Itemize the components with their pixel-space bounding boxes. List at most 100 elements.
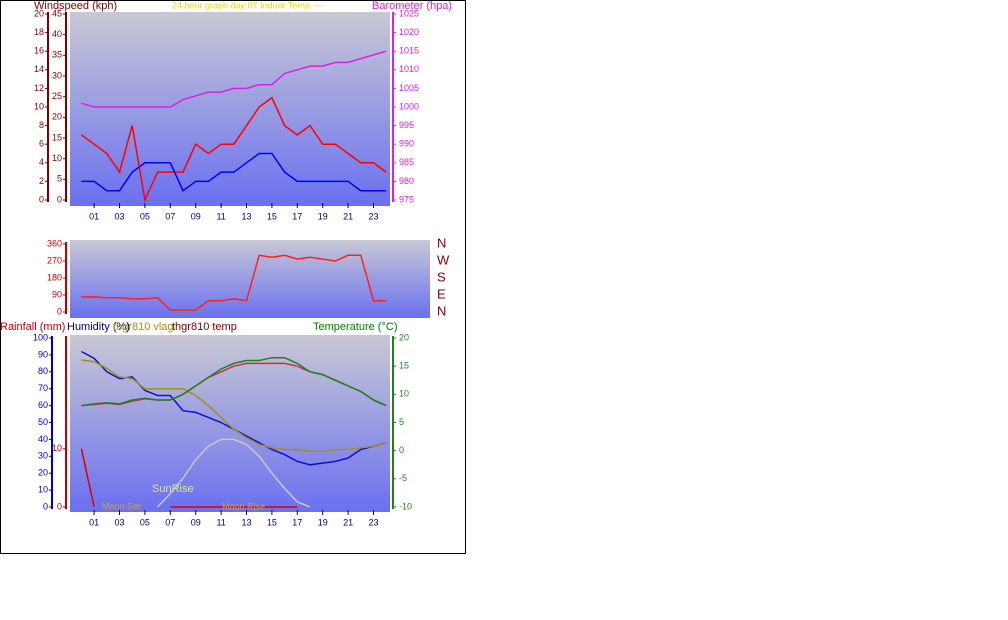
y2-tick-label: E: [437, 286, 446, 301]
y-tick-label: 100: [33, 332, 48, 342]
y-tick-label: 180: [47, 272, 62, 282]
plot-area: [70, 240, 430, 318]
y2-tick-label: 1015: [399, 46, 419, 56]
x-tick-label: 19: [318, 211, 328, 221]
legend-label: thgr810 vlag: [113, 321, 174, 333]
y-tick-label: 90: [38, 349, 48, 359]
y2-tick-label: 15: [399, 361, 409, 371]
y2-tick-label: W: [437, 252, 450, 267]
y-tick-label: 6: [39, 139, 44, 149]
y2-tick-label: S: [437, 269, 446, 284]
y-axis-label: Windspeed (kph): [34, 0, 117, 12]
legend-label: Rainfall (mm): [0, 321, 65, 333]
y-tick-label: 50: [38, 417, 48, 427]
y-tick-label: 30: [38, 451, 48, 461]
x-tick-label: 03: [115, 517, 125, 527]
x-tick-label: 13: [242, 211, 252, 221]
y-tick-label: 0: [39, 194, 44, 204]
y2-axis-label: Barometer (hpa): [372, 0, 452, 12]
y3-tick-label: 45: [52, 8, 62, 18]
series-line: [157, 438, 311, 508]
y2-tick-label: 10: [399, 389, 409, 399]
y2-tick-label: 995: [399, 120, 414, 130]
legend-label: thgr810 temp: [172, 321, 237, 333]
series-line: [80, 96, 387, 203]
y-tick-label: 20: [34, 8, 44, 18]
y3-tick-label: 5: [57, 174, 62, 184]
y3-tick-label: 15: [52, 132, 62, 142]
y2-tick-label: N: [437, 235, 446, 250]
y2-tick-label: 990: [399, 139, 414, 149]
y2-tick-label: 0: [399, 445, 404, 455]
legend-label: Temperature (°C): [313, 321, 397, 333]
y-tick-label: 2: [39, 176, 44, 186]
y-tick-label: 4: [39, 157, 44, 167]
y2-tick-label: 975: [399, 194, 414, 204]
x-tick-label: 07: [165, 517, 175, 527]
y-tick-label: 20: [38, 468, 48, 478]
y2-tick-label: 5: [399, 417, 404, 427]
legend-label: Humidity (%): [67, 321, 130, 333]
series-line: [81, 254, 387, 311]
y-tick-label: 0: [43, 501, 48, 511]
x-tick-label: 01: [89, 211, 99, 221]
y3-tick-label: 10: [52, 443, 62, 453]
y-tick-label: 8: [39, 120, 44, 130]
y-tick-label: 18: [34, 27, 44, 37]
y-tick-label: 360: [47, 238, 62, 248]
y-tick-label: 270: [47, 255, 62, 265]
y-tick-label: 70: [38, 383, 48, 393]
series-line: [80, 448, 298, 508]
y-tick-label: 0: [57, 306, 62, 316]
y2-tick-label: 20: [399, 332, 409, 342]
legend-label: SunRise: [152, 483, 194, 495]
y-tick-label: 90: [52, 289, 62, 299]
x-tick-label: 09: [191, 517, 201, 527]
x-tick-label: 21: [343, 211, 353, 221]
y-tick-label: 10: [38, 484, 48, 494]
y-tick-label: 60: [38, 400, 48, 410]
x-tick-label: 23: [368, 517, 378, 527]
series-line: [81, 152, 387, 192]
y2-tick-label: -5: [399, 473, 407, 483]
y2-tick-label: 1010: [399, 64, 419, 74]
x-tick-label: 05: [140, 517, 150, 527]
annotation: Moon Set: [102, 501, 141, 511]
chart-title: 24 hour graph day 07 Indoor Temp. ---: [172, 0, 324, 10]
x-tick-label: 17: [292, 211, 302, 221]
x-tick-label: 19: [318, 517, 328, 527]
y3-tick-label: 20: [52, 112, 62, 122]
y2-tick-label: N: [437, 303, 446, 318]
y2-tick-label: 1005: [399, 83, 419, 93]
y2-tick-label: 985: [399, 157, 414, 167]
x-tick-label: 11: [216, 211, 225, 221]
y-tick-label: 40: [38, 434, 48, 444]
y3-tick-label: 40: [52, 29, 62, 39]
x-tick-label: 23: [368, 211, 378, 221]
y2-tick-label: 980: [399, 176, 414, 186]
y3-tick-label: 25: [52, 91, 62, 101]
x-tick-label: 13: [242, 517, 252, 527]
y3-tick-label: 30: [52, 70, 62, 80]
x-tick-label: 21: [343, 517, 353, 527]
y2-tick-label: 1025: [399, 8, 419, 18]
x-tick-label: 05: [140, 211, 150, 221]
y2-tick-label: -10: [399, 501, 412, 511]
y-tick-label: 10: [34, 101, 44, 111]
plot-area: [70, 12, 390, 206]
annotation: Moon Rise: [222, 501, 265, 511]
y3-tick-label: 0: [57, 194, 62, 204]
x-tick-label: 09: [191, 211, 201, 221]
y2-tick-label: 1020: [399, 27, 419, 37]
x-tick-label: 07: [165, 211, 175, 221]
y-tick-label: 12: [34, 83, 44, 93]
y2-tick-label: 1000: [399, 101, 419, 111]
x-tick-label: 15: [267, 517, 277, 527]
series-line: [81, 359, 387, 452]
y3-tick-label: 10: [52, 153, 62, 163]
y-tick-label: 80: [38, 366, 48, 376]
x-tick-label: 03: [115, 211, 125, 221]
series-line: [81, 50, 387, 108]
y3-tick-label: 35: [52, 50, 62, 60]
